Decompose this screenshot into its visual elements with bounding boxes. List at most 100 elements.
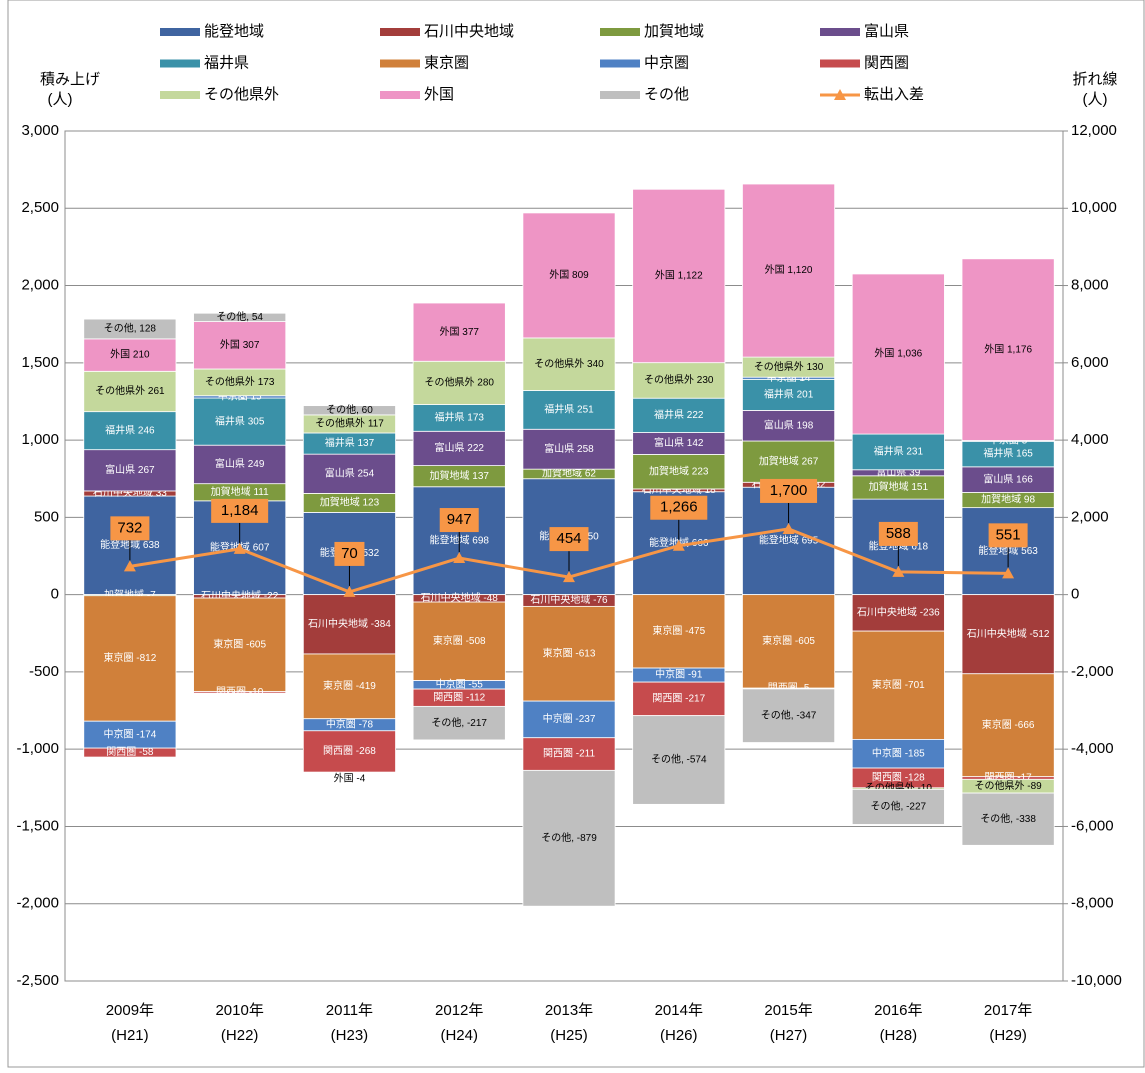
data-label: 外国 1,176 — [984, 343, 1032, 355]
line-label: 1,184 — [221, 502, 259, 519]
bar-segment — [632, 594, 726, 669]
bar-segment — [302, 453, 396, 494]
y-tick-label: 1,000 — [21, 431, 59, 448]
line-label: 70 — [341, 545, 358, 562]
data-label: 石川中央地域 -76 — [530, 593, 608, 606]
legend-swatch — [600, 91, 640, 99]
data-label: 加賀地域 98 — [981, 493, 1035, 506]
legend-swatch — [600, 28, 640, 36]
line-label: 454 — [556, 530, 581, 547]
x-tick-label: 2009年 — [106, 1002, 154, 1019]
line-label: 947 — [447, 511, 472, 528]
data-label: 東京圏 -613 — [543, 646, 596, 659]
data-label: 関西圏 -112 — [433, 691, 485, 703]
y-tick-label: -2,500 — [16, 972, 59, 989]
line-label: 588 — [886, 525, 911, 542]
x-tick-label: 2011年 — [326, 1002, 373, 1019]
bar-segment — [412, 404, 506, 432]
y2-tick-label: 6,000 — [1071, 354, 1109, 371]
line-marker — [123, 560, 136, 572]
line-label: 732 — [117, 519, 142, 536]
data-label: 東京圏 -701 — [872, 678, 925, 691]
line-marker — [1002, 567, 1015, 579]
legend-marker — [834, 89, 846, 100]
data-label: その他, -227 — [871, 800, 927, 813]
line-label-box — [110, 516, 150, 541]
x-tick-sublabel: (H26) — [660, 1027, 698, 1044]
data-label: 外国 210 — [110, 349, 150, 361]
bar-segment — [961, 792, 1055, 846]
bar-segment — [851, 433, 945, 471]
bar-segment — [522, 769, 616, 907]
y2-tick-label: 0 — [1071, 586, 1079, 603]
bar-segment — [522, 605, 616, 702]
bar-segment — [412, 430, 506, 466]
data-label: 石川中央地域 -512 — [967, 627, 1050, 640]
bar-segment — [742, 410, 836, 442]
bar-segment — [193, 397, 287, 446]
data-label: その他県外 117 — [315, 417, 384, 430]
y-tick-label: 3,000 — [21, 122, 59, 139]
legend-label: 東京圏 — [424, 54, 469, 71]
y2-tick-label: -10,000 — [1071, 972, 1122, 989]
legend-label: 関西圏 — [864, 54, 909, 71]
data-label: 東京圏 -605 — [762, 634, 815, 647]
data-label: 外国 377 — [439, 326, 479, 338]
data-label: その他県外 173 — [205, 375, 275, 388]
data-label: その他県外 -89 — [974, 779, 1042, 792]
data-label: 加賀地域 137 — [429, 469, 489, 482]
y-tick-label: 0 — [51, 586, 59, 603]
data-label: 石川中央地域 -384 — [308, 617, 391, 630]
data-label: その他県外 340 — [534, 357, 604, 370]
data-label: その他, -347 — [761, 708, 817, 721]
bar-segment — [302, 730, 396, 773]
data-label: その他, 128 — [104, 322, 157, 335]
y-axis-label: 積み上げ — [40, 71, 100, 88]
legend-swatch — [820, 59, 860, 68]
data-label: その他, -338 — [980, 812, 1036, 825]
data-label: 富山県 166 — [983, 472, 1033, 485]
data-label: 福井県 305 — [215, 414, 265, 427]
x-tick-sublabel: (H29) — [989, 1027, 1027, 1044]
line-marker — [563, 571, 575, 583]
data-label: 福井県 201 — [764, 388, 814, 401]
data-label: 加賀地域 111 — [211, 485, 269, 498]
line-label: 551 — [996, 526, 1021, 543]
legend-swatch — [600, 59, 640, 68]
line-label-box — [211, 498, 269, 523]
bar-segment — [193, 444, 287, 485]
data-label: その他県外 130 — [754, 360, 824, 373]
data-label: 関西圏 -58 — [106, 746, 154, 758]
x-tick-sublabel: (H24) — [440, 1027, 478, 1044]
data-label: 外国 809 — [549, 269, 589, 281]
legend-swatch — [380, 91, 420, 99]
bar-segment — [961, 466, 1055, 493]
data-label: 富山県 254 — [325, 466, 375, 479]
bar-segment — [83, 449, 177, 492]
bar-segment — [83, 411, 177, 451]
data-label: その他県外 230 — [644, 373, 714, 386]
y2-tick-label: -8,000 — [1071, 895, 1114, 912]
bar-segment — [742, 440, 836, 483]
data-label: 東京圏 -605 — [213, 637, 266, 650]
y-tick-label: 1,500 — [21, 354, 59, 371]
line-marker — [453, 552, 466, 564]
legend-swatch — [380, 28, 420, 36]
data-label: 福井県 222 — [654, 408, 704, 421]
line-label-box — [439, 508, 479, 533]
data-label: その他県外 261 — [95, 384, 165, 397]
data-label: 中京圏 -174 — [103, 727, 156, 740]
data-label: 富山県 267 — [105, 463, 155, 476]
line-label-box — [760, 478, 818, 503]
x-tick-label: 2016年 — [874, 1002, 922, 1019]
data-label: 東京圏 -812 — [103, 651, 156, 664]
line-label-box — [549, 527, 589, 552]
bar-segment — [522, 390, 616, 430]
y-axis-unit: (人) — [48, 91, 73, 108]
data-label: その他県外 280 — [424, 376, 494, 389]
data-label: 中京圏 -55 — [436, 677, 484, 690]
legend-label: その他 — [644, 86, 689, 103]
line-label-box — [334, 541, 365, 566]
data-label: 関西圏 -10 — [216, 686, 264, 698]
